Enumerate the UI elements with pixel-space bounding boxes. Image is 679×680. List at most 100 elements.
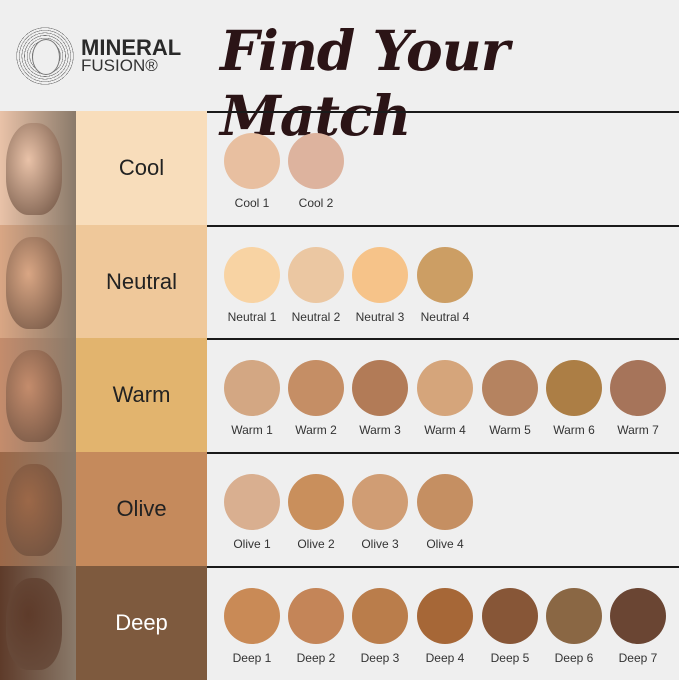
brand-name-line1: MINERAL	[81, 35, 182, 60]
row-divider	[207, 111, 679, 113]
tone-name: Deep	[115, 610, 168, 635]
shade-color-dot[interactable]	[288, 247, 344, 303]
page-title: Find Your Match	[220, 18, 510, 148]
shade-color-dot[interactable]	[417, 588, 473, 644]
brand-name-line2: FUSION®	[81, 56, 158, 75]
tone-row-olive: Olive Olive 1 Olive 2 Olive 3 Olive 4	[0, 452, 679, 566]
shade-color-dot[interactable]	[224, 247, 280, 303]
shade-color-dot[interactable]	[352, 474, 408, 530]
tone-row-deep: Deep Deep 1 Deep 2 Deep 3 Deep 4 Deep 5 Deep …	[0, 566, 679, 680]
shade-swatch[interactable]: Deep 6	[544, 588, 604, 665]
shade-color-dot[interactable]	[417, 360, 473, 416]
shade-color-dot[interactable]	[352, 588, 408, 644]
shade-swatch[interactable]: Neutral 1	[222, 247, 282, 324]
shade-swatch[interactable]: Deep 4	[415, 588, 475, 665]
shade-color-dot[interactable]	[224, 360, 280, 416]
shade-label: Warm 4	[424, 423, 466, 437]
shade-label: Deep 6	[554, 651, 594, 665]
row-divider	[207, 452, 679, 454]
shade-color-dot[interactable]	[224, 133, 280, 189]
shade-label: Deep 2	[296, 651, 336, 665]
model-photo	[0, 452, 76, 566]
shade-label: Deep 3	[360, 651, 400, 665]
shade-swatch[interactable]: Cool 2	[286, 133, 346, 210]
shade-color-dot[interactable]	[288, 360, 344, 416]
shade-swatch[interactable]: Warm 3	[350, 360, 410, 437]
shade-color-dot[interactable]	[417, 474, 473, 530]
shade-swatch[interactable]: Deep 1	[222, 588, 282, 665]
shade-color-dot[interactable]	[224, 474, 280, 530]
shade-label: Olive 4	[426, 537, 464, 551]
tone-label: Cool	[76, 111, 207, 225]
shade-swatch[interactable]: Olive 4	[415, 474, 475, 551]
shade-swatch[interactable]: Neutral 4	[415, 247, 475, 324]
shade-label: Olive 2	[297, 537, 335, 551]
shade-label: Deep 7	[618, 651, 658, 665]
shade-label: Warm 2	[295, 423, 337, 437]
tone-row-cool: Cool Cool 1 Cool 2	[0, 111, 679, 225]
face-image	[6, 123, 62, 215]
shade-color-dot[interactable]	[610, 588, 666, 644]
tone-name: Neutral	[106, 269, 177, 294]
shade-label: Deep 5	[490, 651, 530, 665]
shade-label: Deep 1	[232, 651, 272, 665]
shade-label: Olive 3	[361, 537, 399, 551]
shade-color-dot[interactable]	[546, 588, 602, 644]
shade-label: Warm 7	[617, 423, 659, 437]
shade-label: Neutral 2	[291, 310, 341, 324]
shade-swatch[interactable]: Deep 7	[608, 588, 668, 665]
tone-name: Olive	[116, 496, 167, 521]
shade-label: Olive 1	[233, 537, 271, 551]
shade-color-dot[interactable]	[417, 247, 473, 303]
shade-color-dot[interactable]	[610, 360, 666, 416]
model-photo	[0, 566, 76, 680]
shade-swatch[interactable]: Warm 4	[415, 360, 475, 437]
face-image	[6, 237, 62, 329]
face-image	[6, 464, 62, 556]
shade-color-dot[interactable]	[288, 588, 344, 644]
shade-color-dot[interactable]	[352, 360, 408, 416]
shade-swatch[interactable]: Warm 7	[608, 360, 668, 437]
shade-label: Warm 3	[359, 423, 401, 437]
shade-label: Cool 1	[234, 196, 270, 210]
shade-label: Neutral 4	[420, 310, 470, 324]
shade-color-dot[interactable]	[482, 588, 538, 644]
shade-color-dot[interactable]	[288, 133, 344, 189]
tone-row-neutral: Neutral Neutral 1 Neutral 2 Neutral 3 Neutr…	[0, 225, 679, 339]
shade-swatch[interactable]: Warm 1	[222, 360, 282, 437]
tone-name: Cool	[118, 155, 165, 180]
shade-swatch[interactable]: Cool 1	[222, 133, 282, 210]
row-divider	[207, 566, 679, 568]
shade-swatch[interactable]: Deep 2	[286, 588, 346, 665]
shade-label: Deep 4	[425, 651, 465, 665]
shade-swatch[interactable]: Deep 5	[480, 588, 540, 665]
shade-color-dot[interactable]	[352, 247, 408, 303]
shade-color-dot[interactable]	[546, 360, 602, 416]
model-photo	[0, 225, 76, 339]
shade-swatch[interactable]: Olive 2	[286, 474, 346, 551]
model-photo	[0, 111, 76, 225]
tone-row-warm: Warm Warm 1 Warm 2 Warm 3 Warm 4 Warm 5 Warm …	[0, 338, 679, 452]
face-image	[6, 350, 62, 442]
shade-swatch[interactable]: Olive 1	[222, 474, 282, 551]
shade-label: Warm 1	[231, 423, 273, 437]
shade-label: Cool 2	[298, 196, 334, 210]
tone-label: Warm	[76, 338, 207, 452]
header: MINERAL FUSION® Find Your Match	[0, 0, 679, 148]
tone-label: Olive	[76, 452, 207, 566]
shade-swatch[interactable]: Olive 3	[350, 474, 410, 551]
shade-swatch[interactable]: Warm 2	[286, 360, 346, 437]
shade-swatch[interactable]: Deep 3	[350, 588, 410, 665]
shade-color-dot[interactable]	[224, 588, 280, 644]
tone-name: Warm	[112, 382, 171, 407]
shade-color-dot[interactable]	[482, 360, 538, 416]
shade-label: Warm 6	[553, 423, 595, 437]
shade-swatch[interactable]: Warm 5	[480, 360, 540, 437]
tone-label: Neutral	[76, 225, 207, 339]
shade-swatch[interactable]: Neutral 3	[350, 247, 410, 324]
shade-swatch[interactable]: Neutral 2	[286, 247, 346, 324]
mineral-fusion-logo-icon	[16, 27, 74, 85]
shade-color-dot[interactable]	[288, 474, 344, 530]
shade-label: Neutral 3	[355, 310, 405, 324]
shade-swatch[interactable]: Warm 6	[544, 360, 604, 437]
